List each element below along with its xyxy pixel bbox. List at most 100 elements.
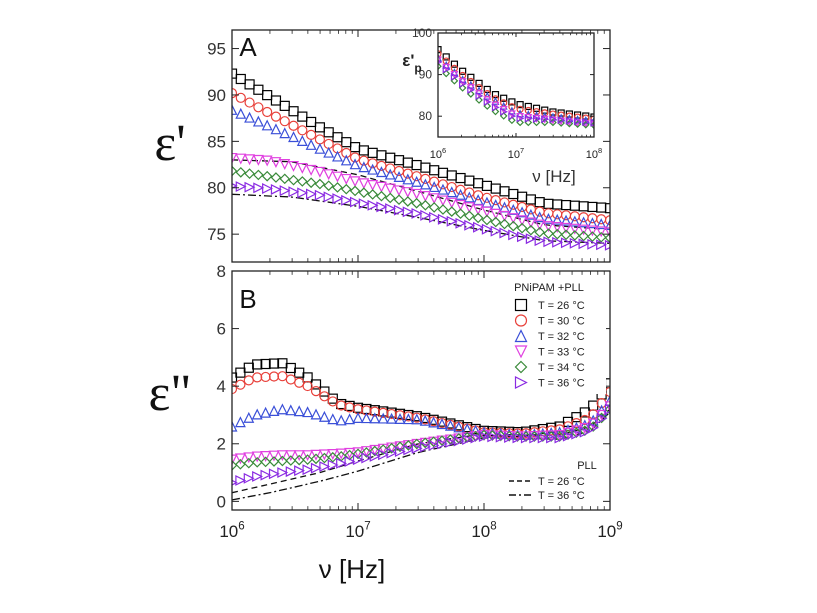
data-point — [520, 432, 532, 444]
y-axis-label-a: ε' — [154, 115, 185, 172]
y-axis-label-b: ε" — [148, 365, 191, 422]
data-point — [578, 224, 590, 236]
data-point — [436, 435, 448, 446]
data-point — [384, 168, 396, 180]
data-point — [268, 371, 280, 382]
inset: 80 90 100 106 107 108 ε'p ν [Hz] — [402, 26, 602, 186]
data-point — [545, 431, 557, 442]
data-point — [596, 239, 608, 251]
data-point — [428, 439, 440, 451]
data-point — [478, 429, 490, 441]
data-point — [446, 186, 458, 198]
data-point — [349, 196, 361, 208]
data-point — [554, 426, 566, 438]
series-6 — [232, 403, 610, 486]
data-point — [604, 203, 610, 214]
data-point — [596, 202, 607, 213]
data-point — [542, 221, 554, 233]
data-point — [411, 159, 422, 171]
data-point — [438, 46, 442, 54]
data-point — [516, 222, 528, 234]
data-point — [552, 199, 563, 210]
data-point — [411, 438, 423, 450]
data-point — [455, 172, 466, 184]
data-point — [369, 450, 381, 462]
data-point — [459, 67, 467, 75]
data-point — [543, 236, 555, 248]
data-point — [393, 204, 405, 216]
data-point — [481, 214, 493, 226]
data-point — [260, 406, 272, 418]
data-point — [327, 413, 339, 425]
data-point — [444, 419, 456, 431]
data-point — [332, 132, 343, 143]
data-point — [261, 119, 273, 131]
data-point — [437, 204, 449, 215]
legend-label: T = 36 °C — [538, 378, 585, 390]
data-point — [455, 208, 466, 220]
data-point — [393, 194, 405, 206]
data-point — [429, 165, 440, 176]
data-point — [310, 453, 322, 465]
legend-marker — [514, 376, 528, 389]
data-point — [340, 183, 352, 195]
data-point — [487, 431, 499, 443]
data-point — [285, 362, 296, 374]
data-point — [369, 445, 381, 457]
data-point — [507, 203, 519, 215]
data-point — [562, 430, 574, 442]
data-point — [495, 431, 507, 443]
data-point — [560, 199, 572, 211]
legend-label: T = 26 °C — [538, 300, 585, 312]
data-point — [232, 165, 238, 177]
data-point — [314, 189, 326, 201]
data-point — [310, 462, 322, 474]
data-point — [595, 231, 607, 243]
data-point — [595, 218, 607, 230]
data-point — [516, 105, 524, 113]
data-point — [464, 210, 475, 222]
data-point — [377, 444, 389, 455]
plot-area — [438, 46, 594, 130]
data-point — [294, 367, 305, 378]
data-point — [385, 203, 397, 215]
x-tick-label: 106 — [430, 146, 446, 161]
legend-label: T = 32 °C — [538, 331, 585, 343]
y-tick-label: 80 — [207, 179, 226, 198]
data-point — [490, 216, 502, 228]
data-point — [537, 432, 549, 444]
series-2 — [232, 88, 610, 226]
data-point — [279, 116, 290, 127]
data-point — [270, 111, 282, 122]
data-point — [473, 221, 484, 233]
data-point — [541, 115, 550, 124]
data-point — [234, 453, 246, 465]
data-point — [508, 103, 516, 111]
data-point — [503, 430, 515, 442]
data-point — [235, 107, 247, 119]
data-point — [516, 114, 525, 123]
data-point — [554, 431, 565, 442]
data-point — [420, 441, 432, 453]
y-tick-label: 85 — [207, 132, 226, 151]
data-point — [310, 408, 322, 420]
data-point — [453, 421, 465, 433]
data-point — [297, 187, 309, 199]
data-point — [569, 230, 581, 241]
data-point — [323, 169, 335, 181]
data-point — [604, 239, 610, 251]
data-point — [588, 422, 600, 434]
data-point — [323, 146, 335, 158]
data-point — [243, 457, 255, 469]
x-tick-label: 106 — [219, 520, 244, 541]
data-point — [573, 117, 582, 126]
data-point — [393, 185, 405, 197]
data-point — [305, 138, 317, 150]
data-point — [376, 150, 387, 161]
data-point — [279, 185, 291, 197]
data-point — [516, 206, 528, 218]
data-point — [604, 403, 610, 415]
y-tick-label: 90 — [419, 67, 433, 81]
data-point — [604, 232, 610, 244]
data-point — [508, 188, 519, 200]
